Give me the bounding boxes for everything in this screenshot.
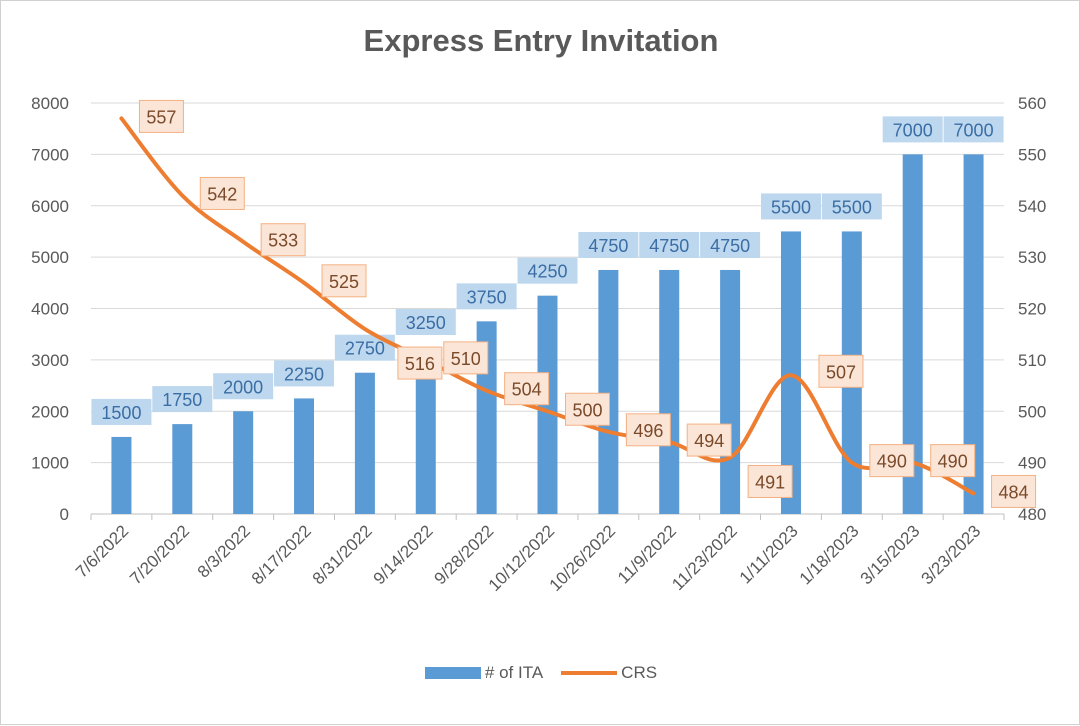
data-label-ita: 1750 [162,390,202,410]
data-label-crs: 557 [146,107,176,127]
x-tick-label: 7/6/2022 [72,521,132,581]
data-label-crs: 484 [999,482,1029,502]
legend-swatch-bar [425,667,481,679]
bar-ita [294,398,314,514]
data-label-crs: 504 [512,380,542,400]
data-label-ita: 2000 [223,377,263,397]
y-left-tick-label: 0 [60,505,69,524]
y-right-tick-label: 550 [1018,145,1046,164]
x-tick-label: 7/20/2022 [126,521,193,588]
x-tick-label: 9/14/2022 [370,521,437,588]
bar-ita [659,270,679,514]
data-label-ita: 2750 [345,339,385,359]
y-left-tick-label: 8000 [31,94,69,113]
data-label-ita: 2250 [284,364,324,384]
data-label-crs: 510 [451,349,481,369]
legend-item-ita: # of ITA [425,663,543,683]
bar-ita [111,437,131,514]
y-left-tick-label: 5000 [31,248,69,267]
data-label-ita: 4750 [588,236,628,256]
data-label-ita: 5500 [771,197,811,217]
y-left-tick-label: 4000 [31,300,69,319]
data-label-crs: 542 [207,184,237,204]
bar-ita [355,373,375,514]
data-label-ita: 5500 [832,197,872,217]
y-left-tick-label: 1000 [31,454,69,473]
data-label-crs: 507 [826,362,856,382]
data-label-crs: 494 [694,431,724,451]
data-label-crs: 491 [755,472,785,492]
x-tick-label: 11/23/2022 [668,521,741,594]
y-right-tick-label: 490 [1018,454,1046,473]
data-label-crs: 490 [877,452,907,472]
data-label-ita: 4750 [710,236,750,256]
data-label-crs: 525 [329,272,359,292]
legend-label-ita: # of ITA [485,663,543,683]
y-right-tick-label: 560 [1018,94,1046,113]
y-left-tick-label: 6000 [31,197,69,216]
x-tick-label: 8/17/2022 [248,521,315,588]
y-right-tick-label: 540 [1018,197,1046,216]
y-right-tick-label: 520 [1018,300,1046,319]
data-label-ita: 7000 [893,120,933,140]
y-right-tick-label: 500 [1018,402,1046,421]
data-label-ita: 7000 [954,120,994,140]
data-label-ita: 4750 [649,236,689,256]
data-label-crs: 490 [938,452,968,472]
legend-item-crs: CRS [561,663,657,683]
data-label-ita: 3750 [467,287,507,307]
y-right-tick-label: 510 [1018,351,1046,370]
y-left-tick-label: 7000 [31,145,69,164]
x-tick-label: 8/31/2022 [309,521,376,588]
bar-ita [598,270,618,514]
bar-ita [172,424,192,514]
bar-ita [233,411,253,514]
x-tick-label: 8/3/2022 [194,521,254,581]
data-label-ita: 3250 [406,313,446,333]
x-tick-label: 3/23/2023 [917,521,984,588]
x-tick-label: 3/15/2023 [857,521,924,588]
bar-ita [720,270,740,514]
data-label-crs: 533 [268,231,298,251]
legend: # of ITA CRS [1,663,1080,683]
y-left-tick-label: 2000 [31,402,69,421]
x-tick-label: 10/26/2022 [546,521,620,595]
x-tick-label: 1/11/2023 [736,521,802,587]
x-tick-label: 1/18/2023 [796,521,863,588]
y-right-tick-label: 530 [1018,248,1046,267]
data-label-ita: 1500 [101,403,141,423]
legend-swatch-line [561,671,617,675]
data-label-crs: 500 [572,400,602,420]
data-label-crs: 516 [405,354,435,374]
data-label-crs: 496 [633,421,663,441]
y-left-tick-label: 3000 [31,351,69,370]
data-label-ita: 4250 [527,262,567,282]
legend-label-crs: CRS [621,663,657,683]
